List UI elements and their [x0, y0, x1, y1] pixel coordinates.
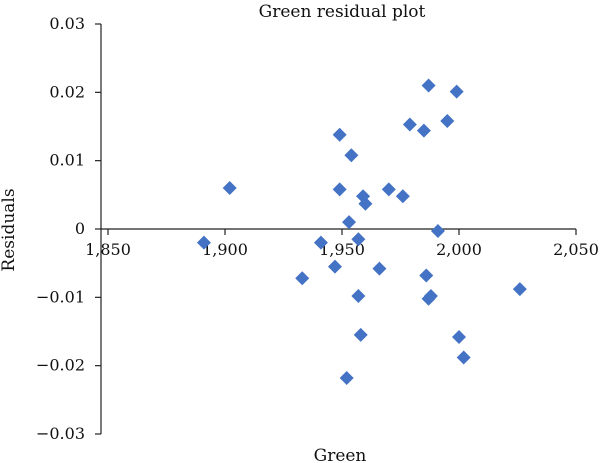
- data-point: [419, 268, 434, 283]
- data-point: [449, 84, 464, 99]
- y-tick-label: −0.02: [36, 356, 85, 375]
- y-tick-label: 0.03: [49, 14, 85, 33]
- data-points: [196, 78, 527, 385]
- x-tick-label: 2,050: [553, 240, 599, 259]
- data-point: [416, 123, 431, 138]
- data-point: [351, 232, 366, 247]
- y-tick-label: 0.02: [49, 82, 85, 101]
- data-point: [381, 182, 396, 197]
- data-point: [372, 261, 387, 276]
- y-tick-label: 0.01: [49, 151, 85, 170]
- data-point: [395, 189, 410, 204]
- data-point: [512, 282, 527, 297]
- data-point: [295, 271, 310, 286]
- y-tick-label: 0: [75, 219, 85, 238]
- x-tick-label: 1,850: [85, 240, 131, 259]
- x-tick-label: 1,950: [319, 240, 365, 259]
- data-point: [353, 327, 368, 342]
- data-point: [342, 215, 357, 230]
- data-point: [313, 235, 328, 250]
- data-point: [452, 329, 466, 344]
- data-point: [423, 288, 438, 303]
- data-point: [222, 181, 237, 195]
- y-tick-label: −0.01: [36, 287, 85, 306]
- data-point: [456, 350, 471, 365]
- data-point: [402, 117, 417, 132]
- data-point: [327, 259, 342, 274]
- data-point: [196, 235, 211, 250]
- data-point: [440, 114, 455, 129]
- data-point: [339, 370, 354, 385]
- y-tick-label: −0.03: [36, 424, 85, 443]
- data-point: [332, 182, 347, 197]
- chart-title: Green residual plot: [259, 2, 426, 22]
- x-axis-label: Green: [314, 446, 367, 463]
- x-tick-label: 1,900: [202, 240, 248, 259]
- data-point: [344, 148, 359, 163]
- x-tick-label: 2,000: [436, 240, 482, 259]
- data-point: [430, 224, 445, 239]
- data-point: [351, 288, 366, 303]
- y-axis-label: Residuals: [0, 188, 19, 271]
- data-point: [332, 127, 347, 142]
- data-point: [358, 196, 373, 211]
- data-point: [421, 78, 436, 93]
- axes: −0.03 −0.02 −0.01 0 0.01 0.02 0.03 1,850 1,900 1,…: [36, 14, 599, 443]
